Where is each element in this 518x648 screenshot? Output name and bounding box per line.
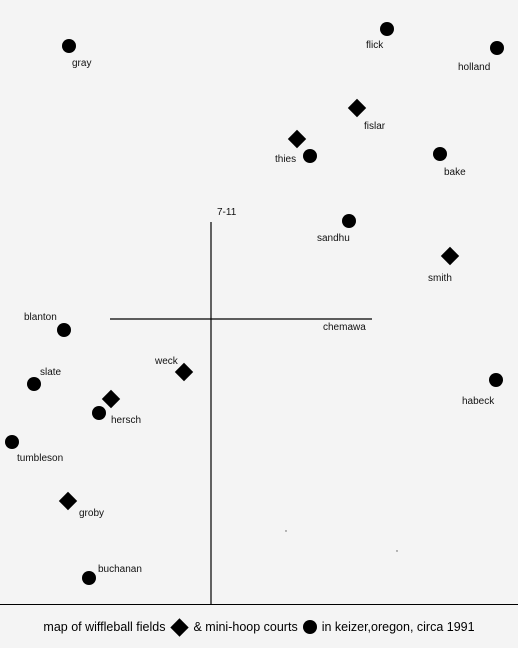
field-label: fislar — [364, 121, 386, 132]
caption-text-3: in keizer,oregon, circa 1991 — [321, 620, 475, 634]
field-label: groby — [79, 508, 104, 519]
circle-icon — [92, 406, 106, 420]
wiffleball-field-weck: weck — [154, 356, 194, 382]
hoop-court-bake: bake — [433, 147, 466, 178]
hoop-court-buchanan: buchanan — [82, 564, 142, 585]
circle-icon — [302, 620, 317, 634]
circle-icon — [27, 377, 41, 391]
court-label: tumbleson — [17, 453, 63, 464]
hoop-court-tumbleson: tumbleson — [5, 435, 63, 464]
road-label-7-11: 7-11 — [217, 207, 237, 218]
circle-icon — [5, 435, 19, 449]
wiffleball-field-groby: groby — [58, 491, 104, 519]
circle-icon — [380, 22, 394, 36]
wiffleball-field-thies: thies — [275, 129, 307, 165]
court-label: buchanan — [98, 564, 142, 575]
hoop-court-hersch: hersch — [92, 406, 141, 426]
hoop-court-thies — [303, 149, 317, 163]
hoop-court-sandhu: sandhu — [317, 214, 356, 244]
map-caption: map of wiffleball fields & mini-hoop cou… — [0, 606, 518, 648]
diamond-icon — [170, 617, 190, 637]
hoop-court-flick: flick — [366, 22, 394, 51]
diamond-icon — [287, 129, 307, 149]
wiffleball-fields: fislar thies smith weck groby — [58, 98, 460, 519]
court-label: gray — [72, 58, 91, 69]
court-label: habeck — [462, 396, 495, 407]
wiffleball-field-fislar: fislar — [347, 98, 386, 132]
circle-icon — [57, 323, 71, 337]
field-label: smith — [428, 273, 452, 284]
hoop-court-holland: holland — [458, 41, 504, 73]
diamond-icon — [347, 98, 367, 118]
mini-hoop-courts: gray flick holland bake sandhu blanton s… — [5, 22, 504, 585]
circle-icon — [62, 39, 76, 53]
circle-icon — [490, 41, 504, 55]
speck-dot — [285, 530, 287, 532]
court-label: bake — [444, 167, 466, 178]
hoop-court-slate: slate — [27, 367, 62, 391]
speck-dot — [396, 550, 398, 552]
court-label: flick — [366, 40, 384, 51]
diamond-icon — [58, 491, 78, 511]
field-label: thies — [275, 154, 296, 165]
road-label-chemawa: chemawa — [323, 322, 366, 333]
hoop-court-habeck: habeck — [462, 373, 503, 407]
court-label: holland — [458, 62, 490, 73]
caption-text-1: map of wiffleball fields — [43, 620, 166, 634]
diamond-icon — [440, 246, 460, 266]
court-label: slate — [40, 367, 62, 378]
diamond-icon — [174, 362, 194, 382]
court-label: blanton — [24, 312, 57, 323]
court-label: hersch — [111, 415, 141, 426]
circle-icon — [82, 571, 96, 585]
diamond-icon — [101, 389, 121, 409]
wiffleball-field-smith: smith — [428, 246, 460, 284]
map-canvas: 7-11 chemawa fislar thies smith weck gro… — [0, 22, 518, 605]
wiffleball-field-hersch — [101, 389, 121, 409]
caption-text-2: & mini-hoop courts — [193, 620, 298, 634]
circle-icon — [489, 373, 503, 387]
field-label: weck — [154, 356, 179, 367]
court-label: sandhu — [317, 233, 350, 244]
circle-icon — [433, 147, 447, 161]
circle-icon — [303, 149, 317, 163]
hoop-court-gray: gray — [62, 39, 91, 69]
hoop-court-blanton: blanton — [24, 312, 71, 337]
circle-icon — [342, 214, 356, 228]
